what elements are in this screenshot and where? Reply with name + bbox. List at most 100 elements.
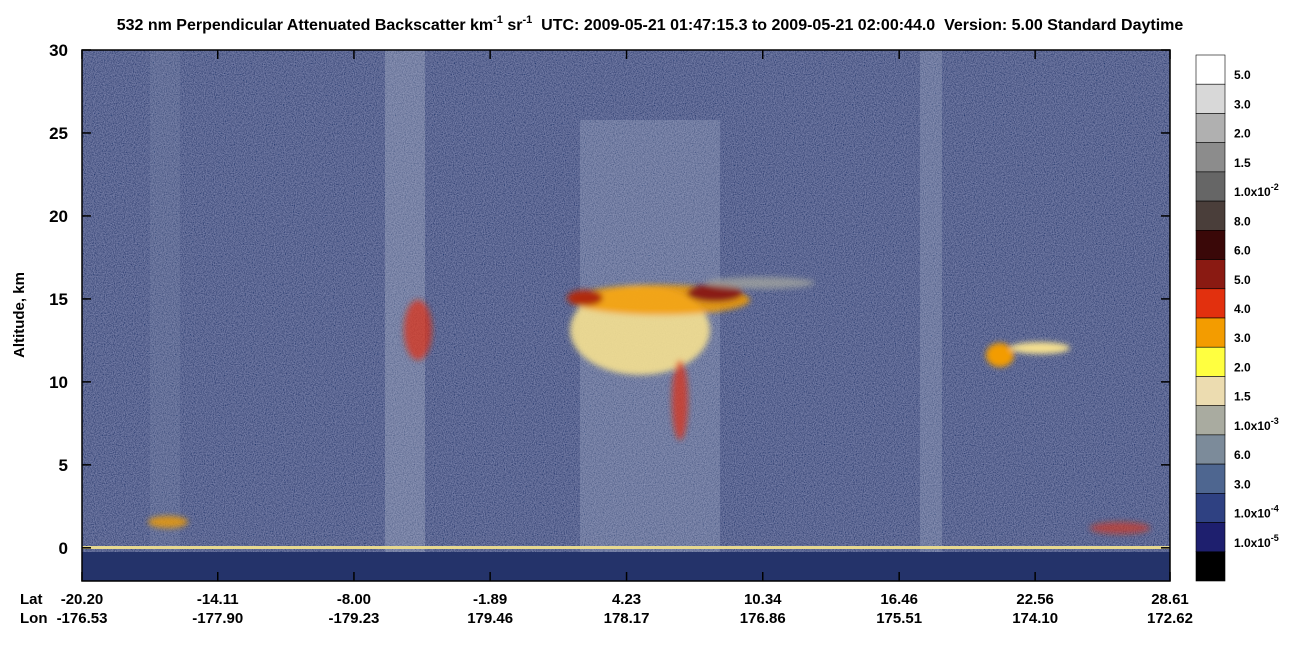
colorbar-label-text: 2.0 xyxy=(1234,360,1251,374)
colorbar-swatch xyxy=(1195,171,1226,202)
lat-label: Lat xyxy=(20,591,43,608)
cloud xyxy=(705,277,815,289)
colorbar-label: 3.0 xyxy=(1234,97,1251,111)
colorbar-swatch xyxy=(1195,259,1226,290)
colorbar-label-text: 6.0 xyxy=(1234,448,1251,462)
lat-tick-label: 28.61 xyxy=(1151,591,1189,608)
colorbar-label: 4.0 xyxy=(1234,302,1251,316)
cloud xyxy=(404,300,432,360)
lon-tick-label: 172.62 xyxy=(1147,610,1193,627)
colorbar-label: 2.0 xyxy=(1234,360,1251,374)
y-tick-label: 0 xyxy=(59,539,68,558)
colorbar-label: 2.0 xyxy=(1234,127,1251,141)
title-part: UTC: 2009-05-21 01:47:15.3 to 2009-05-21… xyxy=(532,17,1183,34)
lat-tick-label: -20.20 xyxy=(61,591,104,608)
colorbar-label-text: 2.0 xyxy=(1234,127,1251,141)
colorbar-label-sup: -4 xyxy=(1271,504,1279,514)
colorbar-swatch xyxy=(1195,83,1226,114)
colorbar-swatch xyxy=(1195,405,1226,436)
lat-tick-label: -1.89 xyxy=(473,591,507,608)
title-sup: -1 xyxy=(523,14,533,26)
colorbar-swatch xyxy=(1195,376,1226,406)
colorbar-label-text: 1.0x10 xyxy=(1234,536,1271,550)
lon-tick-label: 176.86 xyxy=(740,610,786,627)
lon-tick-label: 174.10 xyxy=(1012,610,1058,627)
cloud xyxy=(1010,342,1070,354)
column xyxy=(920,50,942,581)
colorbar-swatch xyxy=(1195,463,1226,494)
clouds xyxy=(148,277,1150,534)
colorbar-label: 5.0 xyxy=(1234,273,1251,287)
colorbar-label-text: 3.0 xyxy=(1234,97,1251,111)
colorbar-label-text: 4.0 xyxy=(1234,302,1251,316)
colorbar-swatch xyxy=(1195,113,1226,143)
title-part: 532 nm Perpendicular Attenuated Backscat… xyxy=(117,17,493,34)
colorbar-swatch xyxy=(1195,230,1226,260)
colorbar-label-text: 5.0 xyxy=(1234,273,1251,287)
colorbar-swatch xyxy=(1195,551,1226,582)
colorbar-label: 1.0x10-2 xyxy=(1234,182,1279,199)
colorbar-label: 5.0 xyxy=(1234,68,1251,82)
lat-tick-label: -8.00 xyxy=(337,591,371,608)
colorbar-label: 8.0 xyxy=(1234,214,1251,228)
colorbar-label-text: 3.0 xyxy=(1234,477,1251,491)
colorbar-swatch xyxy=(1195,54,1226,85)
colorbar-label: 1.0x10-4 xyxy=(1234,504,1279,521)
colorbar-label-sup: -5 xyxy=(1271,533,1279,543)
lon-tick-label: 178.17 xyxy=(604,610,650,627)
colorbar-label: 1.0x10-5 xyxy=(1234,533,1279,550)
colorbar-swatch xyxy=(1195,522,1226,553)
colorbar-swatch xyxy=(1195,142,1226,173)
y-axis-label: Altitude, km xyxy=(11,272,28,358)
y-tick-label: 15 xyxy=(49,290,68,309)
lon-tick-label: 179.46 xyxy=(467,610,513,627)
y-tick-label: 20 xyxy=(49,207,68,226)
colorbar-label: 1.5 xyxy=(1234,390,1251,404)
colorbar-label-sup: -3 xyxy=(1271,416,1279,426)
y-tick-label: 25 xyxy=(49,124,68,143)
cloud xyxy=(986,343,1014,367)
lat-tick-label: 22.56 xyxy=(1016,591,1054,608)
chart-title: 532 nm Perpendicular Attenuated Backscat… xyxy=(117,14,1184,34)
colorbar-label: 1.0x10-3 xyxy=(1234,416,1279,433)
colorbar-label-text: 5.0 xyxy=(1234,68,1251,82)
surface xyxy=(82,546,1170,549)
cloud xyxy=(687,284,743,302)
y-tick-label: 5 xyxy=(59,456,68,475)
lon-tick-label: 175.51 xyxy=(876,610,922,627)
lat-tick-label: 16.46 xyxy=(880,591,918,608)
colorbar-label-sup: -2 xyxy=(1271,182,1279,192)
cloud xyxy=(148,516,188,528)
colorbar-swatch xyxy=(1195,200,1226,231)
colorbar-label-text: 1.0x10 xyxy=(1234,419,1271,433)
colorbar-label-text: 3.0 xyxy=(1234,331,1251,345)
lon-label: Lon xyxy=(20,610,48,627)
lat-tick-label: -14.11 xyxy=(197,591,239,608)
colorbar-label-text: 1.0x10 xyxy=(1234,185,1271,199)
colorbar-label-text: 6.0 xyxy=(1234,244,1251,258)
lon-tick-label: -177.90 xyxy=(192,610,243,627)
colorbar-label-text: 1.0x10 xyxy=(1234,507,1271,521)
colorbar-label: 1.5 xyxy=(1234,156,1251,170)
colorbar-swatch xyxy=(1195,493,1226,523)
lat-tick-label: 10.34 xyxy=(744,591,782,608)
colorbar-label-text: 8.0 xyxy=(1234,214,1251,228)
colorbar-swatch xyxy=(1195,434,1226,465)
colorbar-label-text: 1.5 xyxy=(1234,156,1251,170)
cloud xyxy=(1090,522,1150,534)
colorbar-label: 3.0 xyxy=(1234,331,1251,345)
title-part: sr xyxy=(503,17,523,34)
lon-tick-label: -179.23 xyxy=(329,610,380,627)
colorbar-label: 6.0 xyxy=(1234,448,1251,462)
colorbar-swatch xyxy=(1195,317,1226,348)
colorbar-label: 3.0 xyxy=(1234,477,1251,491)
colorbar-swatch xyxy=(1195,346,1226,377)
curtain-image xyxy=(82,50,1170,581)
lon-tick-label: -176.53 xyxy=(57,610,108,627)
colorbar-swatch xyxy=(1195,288,1226,319)
title-sup: -1 xyxy=(493,14,503,26)
cloud xyxy=(672,360,688,440)
y-tick-label: 10 xyxy=(49,373,68,392)
colorbar-label-text: 1.5 xyxy=(1234,390,1251,404)
